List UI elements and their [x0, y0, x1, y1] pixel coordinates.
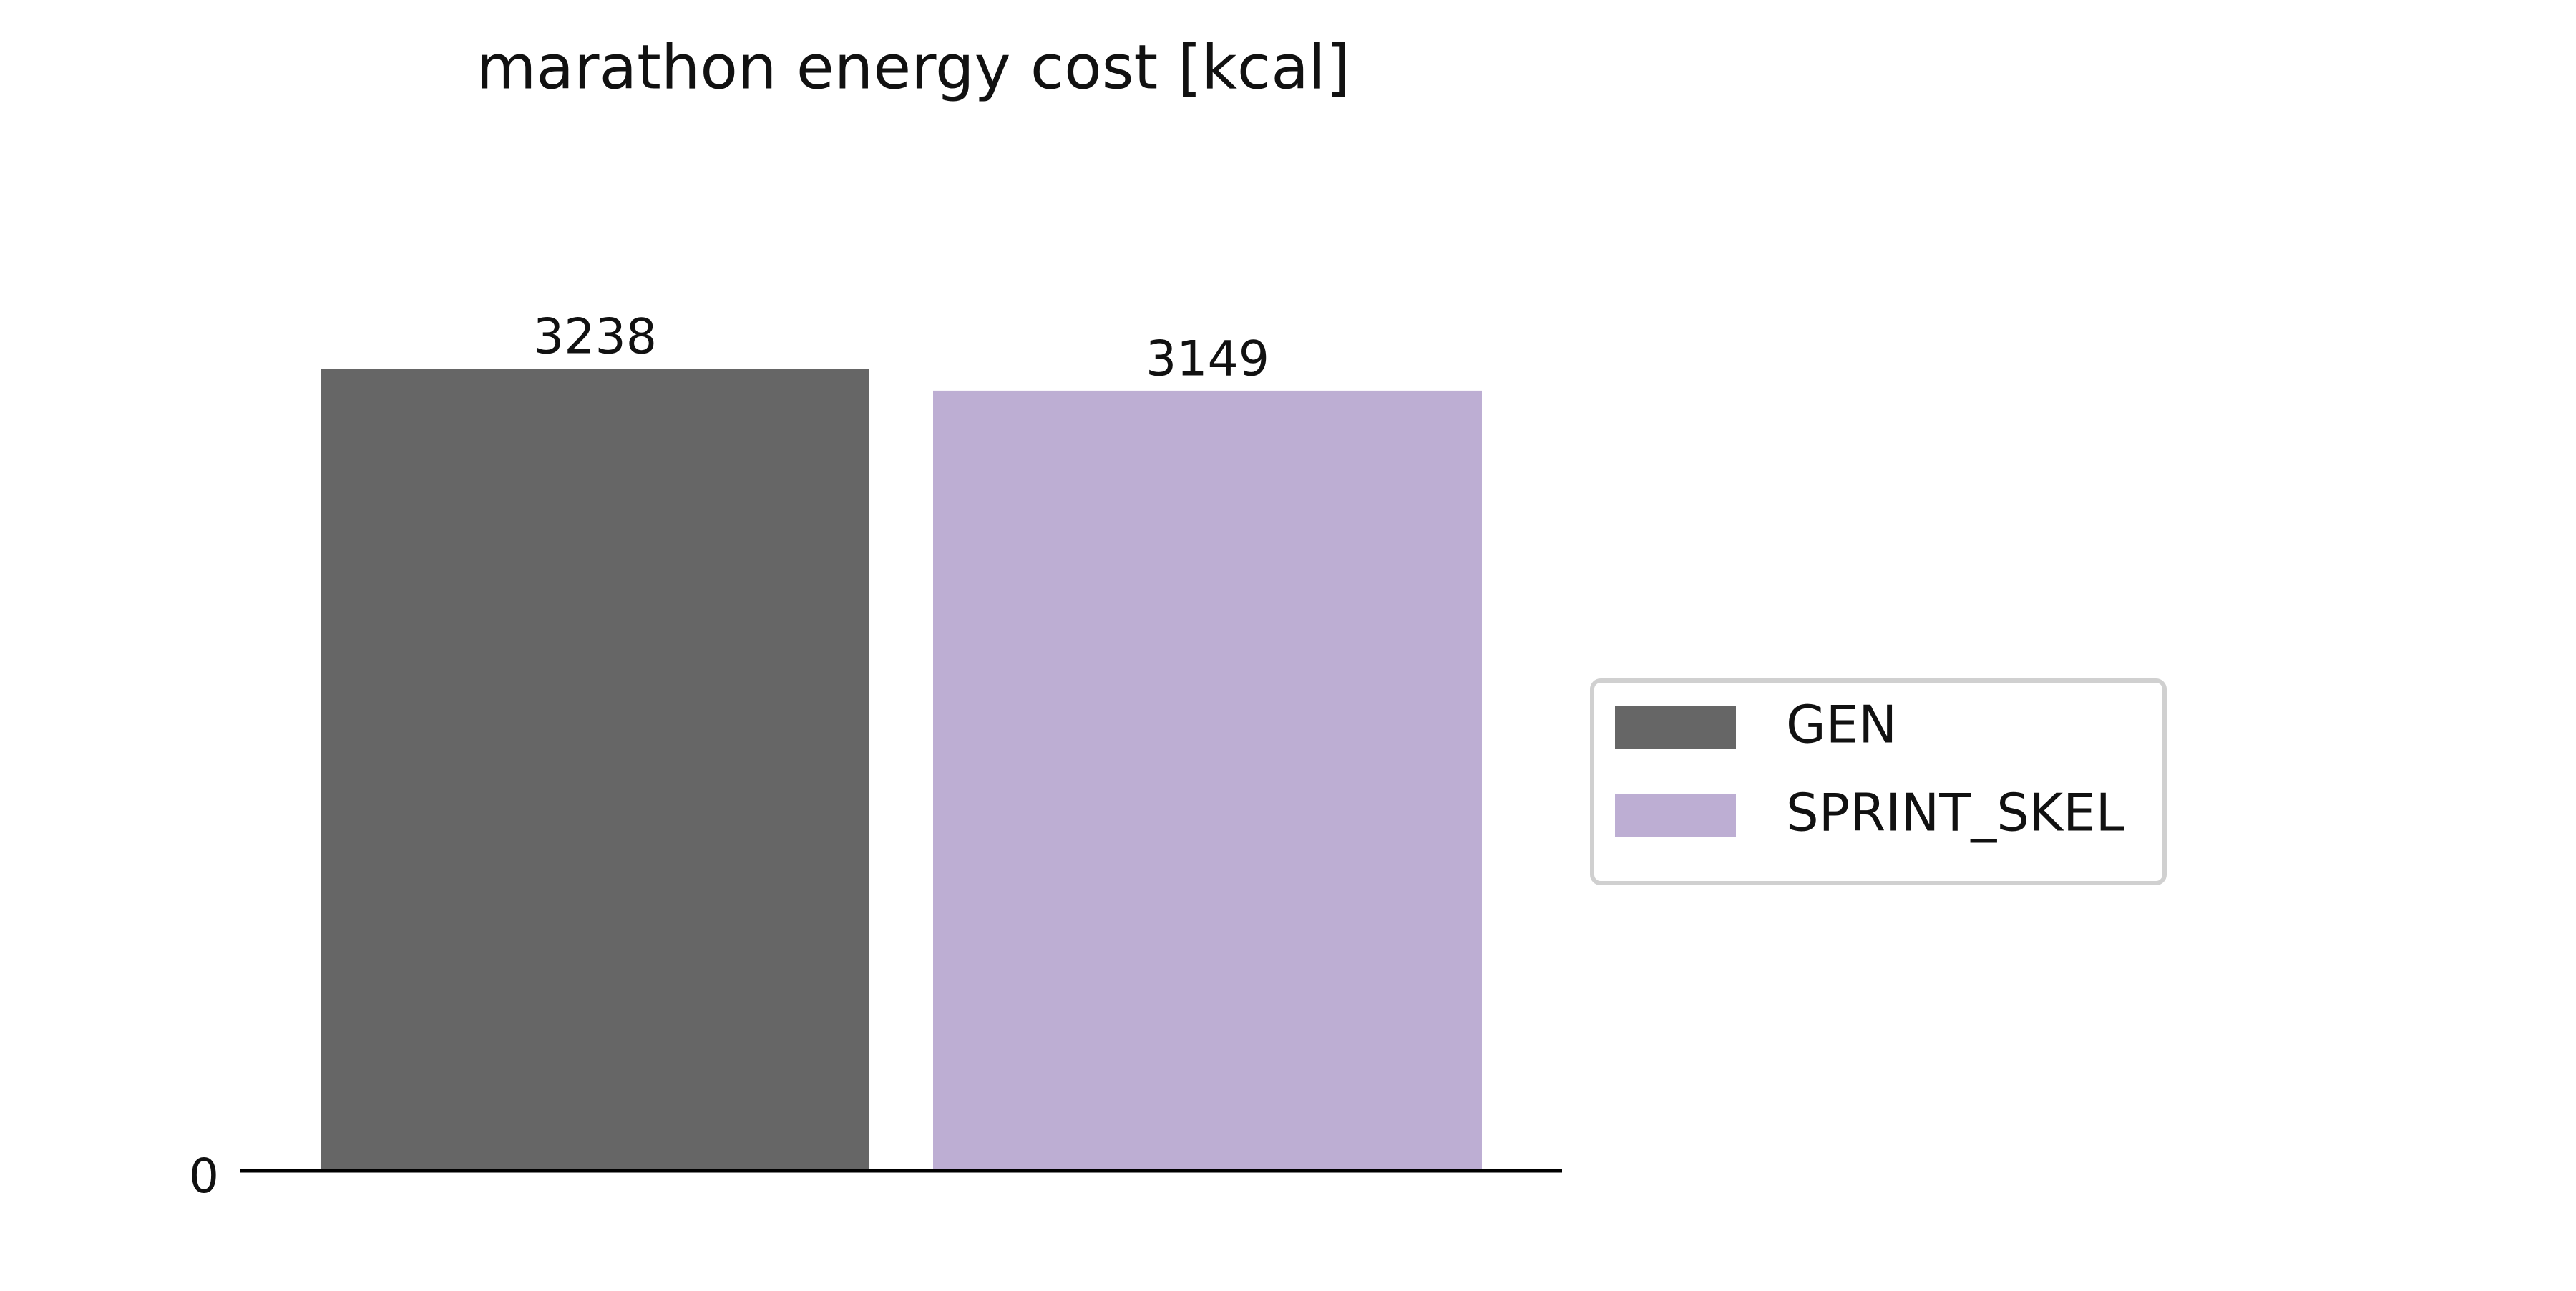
legend-label: SPRINT_SKEL	[1786, 783, 2124, 843]
value-label: 3149	[1146, 331, 1269, 387]
bar	[933, 390, 1482, 1171]
chart-title: marathon energy cost [kcal]	[477, 31, 1350, 103]
y-tick-label: 0	[189, 1149, 219, 1204]
value-label: 3238	[533, 309, 657, 366]
legend-label: GEN	[1786, 695, 1897, 755]
legend-swatch	[1615, 706, 1736, 749]
legend-swatch	[1615, 794, 1736, 837]
bar	[321, 369, 869, 1171]
